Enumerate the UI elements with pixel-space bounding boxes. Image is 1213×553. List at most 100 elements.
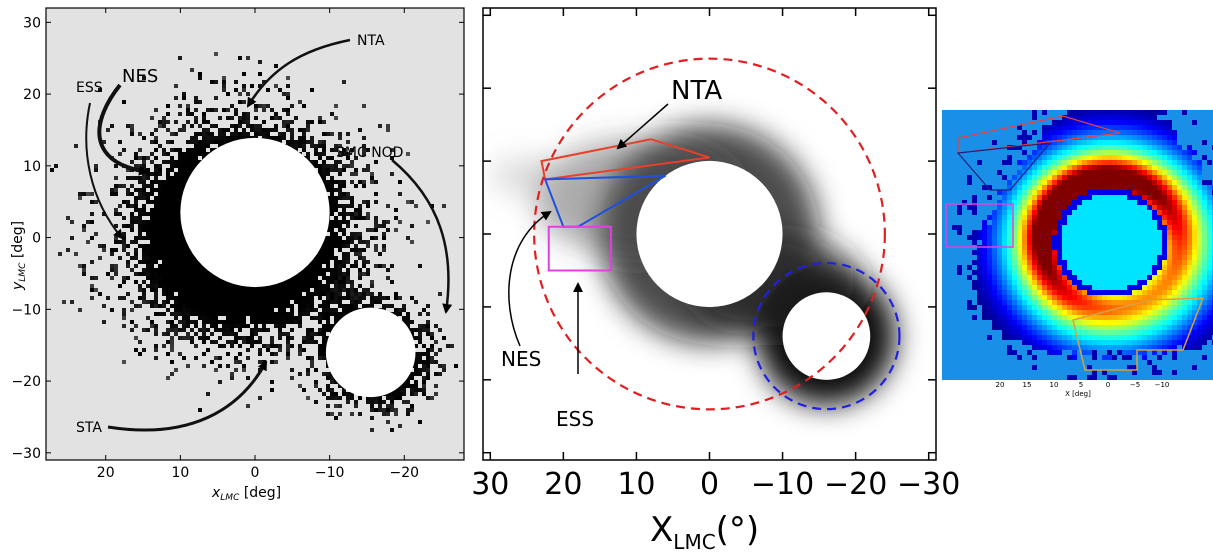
- heat-cell: [1087, 185, 1092, 190]
- density-cell: [190, 252, 194, 256]
- heat-cell: [1107, 160, 1112, 165]
- heat-cell: [1112, 170, 1117, 175]
- heat-cell: [1032, 110, 1037, 115]
- density-cell: [270, 128, 274, 132]
- density-cell: [350, 392, 354, 396]
- heat-cell: [1097, 145, 1102, 150]
- heat-cell: [1102, 135, 1107, 140]
- heat-cell: [1042, 285, 1047, 290]
- density-cell: [342, 388, 346, 392]
- density-cell: [206, 120, 210, 124]
- heat-cell: [1057, 200, 1062, 205]
- heat-cell: [1112, 195, 1117, 200]
- density-cell: [250, 304, 254, 308]
- heat-cell: [1092, 110, 1097, 115]
- density-cell: [230, 132, 234, 136]
- density-cell: [174, 304, 178, 308]
- density-cell: [286, 128, 290, 132]
- density-cell: [246, 376, 250, 380]
- density-cell: [334, 188, 338, 192]
- density-cell: [310, 300, 314, 304]
- heat-cell: [1122, 315, 1127, 320]
- heat-cell: [1027, 300, 1032, 305]
- density-cell: [166, 196, 170, 200]
- density-cell: [326, 248, 330, 252]
- density-cell: [206, 152, 210, 156]
- density-cell: [310, 292, 314, 296]
- density-cell: [186, 304, 190, 308]
- density-cell: [222, 324, 226, 328]
- heat-cell: [1002, 220, 1007, 225]
- density-cell: [222, 320, 226, 324]
- density-cell: [346, 292, 350, 296]
- heat-cell: [1122, 310, 1127, 315]
- density-cell: [270, 312, 274, 316]
- heat-cell: [1077, 240, 1082, 245]
- heat-cell: [1107, 140, 1112, 145]
- density-cell: [186, 176, 190, 180]
- heat-cell: [1027, 275, 1032, 280]
- density-cell: [198, 72, 202, 76]
- heat-cell: [1002, 240, 1007, 245]
- heat-cell: [1012, 290, 1017, 295]
- density-cell: [254, 308, 258, 312]
- density-cell: [322, 348, 326, 352]
- heat-cell: [1132, 120, 1137, 125]
- heat-cell: [1117, 195, 1122, 200]
- density-cell: [186, 292, 190, 296]
- density-cell: [226, 312, 230, 316]
- density-cell: [230, 332, 234, 336]
- density-cell: [350, 164, 354, 168]
- heat-cell: [1057, 270, 1062, 275]
- heat-cell: [1072, 160, 1077, 165]
- density-cell: [162, 236, 166, 240]
- density-cell: [270, 300, 274, 304]
- heat-cell: [1112, 140, 1117, 145]
- density-cell: [178, 232, 182, 236]
- density-cell: [402, 384, 406, 388]
- heat-cell: [992, 225, 997, 230]
- heat-cell: [1092, 325, 1097, 330]
- heat-cell: [1072, 335, 1077, 340]
- density-cell: [118, 284, 122, 288]
- heat-cell: [1072, 235, 1077, 240]
- density-cell: [342, 184, 346, 188]
- density-cell: [210, 108, 214, 112]
- heat-cell: [1047, 260, 1052, 265]
- heat-cell: [957, 270, 962, 275]
- density-cell: [286, 120, 290, 124]
- density-cell: [278, 116, 282, 120]
- heat-cell: [1052, 135, 1057, 140]
- heat-cell: [1087, 225, 1092, 230]
- density-cell: [374, 248, 378, 252]
- density-cell: [318, 264, 322, 268]
- heat-cell: [1022, 310, 1027, 315]
- heat-cell: [1052, 190, 1057, 195]
- density-cell: [146, 236, 150, 240]
- heat-cell: [1097, 190, 1102, 195]
- density-cell: [282, 304, 286, 308]
- density-cell: [354, 216, 358, 220]
- density-cell: [134, 208, 138, 212]
- heat-cell: [982, 305, 987, 310]
- density-cell: [166, 288, 170, 292]
- density-cell: [190, 328, 194, 332]
- heat-cell: [1122, 135, 1127, 140]
- density-cell: [366, 268, 370, 272]
- density-cell: [190, 268, 194, 272]
- heat-cell: [1087, 195, 1092, 200]
- heat-cell: [1062, 250, 1067, 255]
- heat-cell: [1097, 245, 1102, 250]
- density-cell: [166, 104, 170, 108]
- density-cell: [238, 360, 242, 364]
- density-cell: [338, 292, 342, 296]
- density-cell: [190, 320, 194, 324]
- density-cell: [158, 120, 162, 124]
- density-cell: [254, 296, 258, 300]
- density-cell: [166, 240, 170, 244]
- density-cell: [302, 312, 306, 316]
- density-cell: [334, 164, 338, 168]
- density-cell: [130, 204, 134, 208]
- density-cell: [302, 268, 306, 272]
- heat-cell: [1022, 260, 1027, 265]
